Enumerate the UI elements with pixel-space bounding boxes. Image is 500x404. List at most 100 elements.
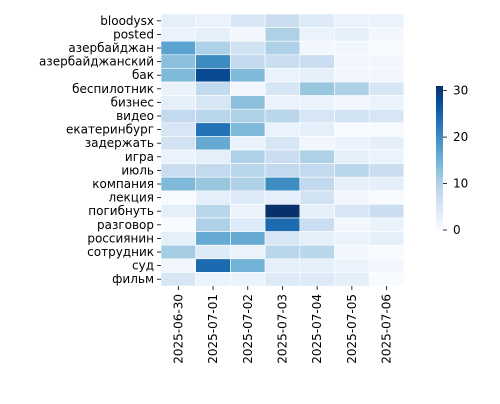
heatmap-cell bbox=[334, 27, 370, 42]
colorbar: 0 10 20 30 bbox=[436, 84, 468, 237]
heatmap-cell bbox=[195, 40, 231, 56]
heatmap-cell bbox=[195, 13, 231, 28]
heatmap-cell bbox=[299, 13, 335, 28]
x-tick-label: 2025-06-30 bbox=[171, 294, 185, 364]
heatmap-cell bbox=[230, 204, 266, 219]
heatmap-cell bbox=[368, 68, 405, 83]
heatmap-cell bbox=[230, 190, 266, 205]
heatmap-cell bbox=[334, 108, 370, 124]
heatmap-cell bbox=[160, 176, 197, 192]
heatmap-cell bbox=[368, 176, 405, 192]
heatmap-cell bbox=[264, 95, 301, 110]
heatmap-cell bbox=[195, 81, 231, 96]
heatmap-cell bbox=[230, 217, 266, 232]
x-tick-label: 2025-07-04 bbox=[310, 294, 324, 364]
heatmap-cell bbox=[195, 68, 231, 83]
heatmap-cell bbox=[264, 244, 301, 260]
heatmap-cell bbox=[264, 136, 301, 151]
heatmap-cell bbox=[160, 244, 197, 260]
heatmap-cell bbox=[368, 163, 405, 178]
heatmap-cell bbox=[195, 149, 231, 164]
colorbar-tick-label: 10 bbox=[453, 177, 468, 191]
heatmap-cell bbox=[230, 163, 266, 178]
heatmap-cell bbox=[230, 176, 266, 192]
y-tick-label: июль bbox=[121, 163, 154, 177]
heatmap-cell bbox=[299, 68, 335, 83]
heatmap-cell bbox=[230, 231, 266, 246]
heatmap-cell bbox=[230, 244, 266, 260]
heatmap-cell bbox=[160, 108, 197, 124]
heatmap-cell bbox=[160, 149, 197, 164]
heatmap-cell bbox=[334, 81, 370, 96]
heatmap-cell bbox=[368, 244, 405, 260]
heatmap-cell bbox=[195, 95, 231, 110]
heatmap-cell bbox=[230, 149, 266, 164]
x-tick-label: 2025-07-02 bbox=[241, 294, 255, 364]
heatmap-cell bbox=[160, 81, 197, 96]
heatmap-cell bbox=[160, 13, 197, 28]
heatmap-cell bbox=[195, 54, 231, 69]
heatmap-cell bbox=[230, 108, 266, 124]
heatmap-cell bbox=[299, 217, 335, 232]
y-tick-label: погибнуть bbox=[88, 204, 154, 218]
heatmap-cell bbox=[264, 122, 301, 137]
heatmap-cell bbox=[299, 231, 335, 246]
heatmap-cell bbox=[230, 13, 266, 28]
heatmap-cell bbox=[264, 163, 301, 178]
heatmap-cell bbox=[334, 163, 370, 178]
heatmap-cell bbox=[299, 27, 335, 42]
heatmap-cell bbox=[299, 258, 335, 273]
y-tick-label: bloodysx bbox=[100, 14, 154, 28]
y-tick-label: игра bbox=[125, 150, 154, 164]
heatmap-cell bbox=[264, 258, 301, 273]
heatmap-cell bbox=[368, 54, 405, 69]
heatmap-cell bbox=[195, 244, 231, 260]
heatmap-cell bbox=[299, 95, 335, 110]
heatmap-cell bbox=[160, 190, 197, 205]
heatmap-cell bbox=[230, 95, 266, 110]
heatmap-cell bbox=[195, 176, 231, 192]
heatmap-cell bbox=[160, 54, 197, 69]
x-tick-label: 2025-07-03 bbox=[275, 294, 289, 364]
heatmap-cell bbox=[160, 163, 197, 178]
heatmap-cell bbox=[160, 40, 197, 56]
heatmap-cell bbox=[368, 136, 405, 151]
heatmap-cell bbox=[264, 54, 301, 69]
heatmap-cell bbox=[334, 40, 370, 56]
heatmap-cell bbox=[230, 258, 266, 273]
heatmap-cell bbox=[299, 163, 335, 178]
heatmap-cell bbox=[264, 13, 301, 28]
heatmap-cell bbox=[195, 27, 231, 42]
heatmap-cell bbox=[299, 244, 335, 260]
heatmap-cell bbox=[299, 190, 335, 205]
heatmap-cell bbox=[368, 122, 405, 137]
heatmap-cell bbox=[230, 81, 266, 96]
heatmap-cell bbox=[160, 68, 197, 83]
y-tick-label: задержать bbox=[85, 136, 154, 150]
heatmap-cell bbox=[230, 68, 266, 83]
y-tick-label: беспилотник bbox=[72, 82, 154, 96]
heatmap-cell bbox=[299, 272, 335, 287]
y-tick-label: разговор bbox=[97, 218, 154, 232]
heatmap-cell bbox=[264, 68, 301, 83]
heatmap-cells bbox=[160, 13, 405, 287]
y-tick-label: бак bbox=[132, 68, 154, 82]
heatmap-cell bbox=[299, 40, 335, 56]
heatmap-cell bbox=[195, 217, 231, 232]
heatmap-cell bbox=[230, 27, 266, 42]
heatmap-cell bbox=[230, 54, 266, 69]
heatmap-cell bbox=[264, 231, 301, 246]
y-tick-label: азербайджан bbox=[68, 41, 154, 55]
heatmap-cell bbox=[160, 258, 197, 273]
heatmap-cell bbox=[334, 136, 370, 151]
heatmap-cell bbox=[334, 122, 370, 137]
heatmap-cell bbox=[334, 149, 370, 164]
heatmap-cell bbox=[264, 40, 301, 56]
heatmap-cell bbox=[334, 244, 370, 260]
y-tick-label: фильм bbox=[112, 272, 154, 286]
heatmap-cell bbox=[264, 149, 301, 164]
heatmap-cell bbox=[264, 27, 301, 42]
heatmap-cell bbox=[299, 176, 335, 192]
